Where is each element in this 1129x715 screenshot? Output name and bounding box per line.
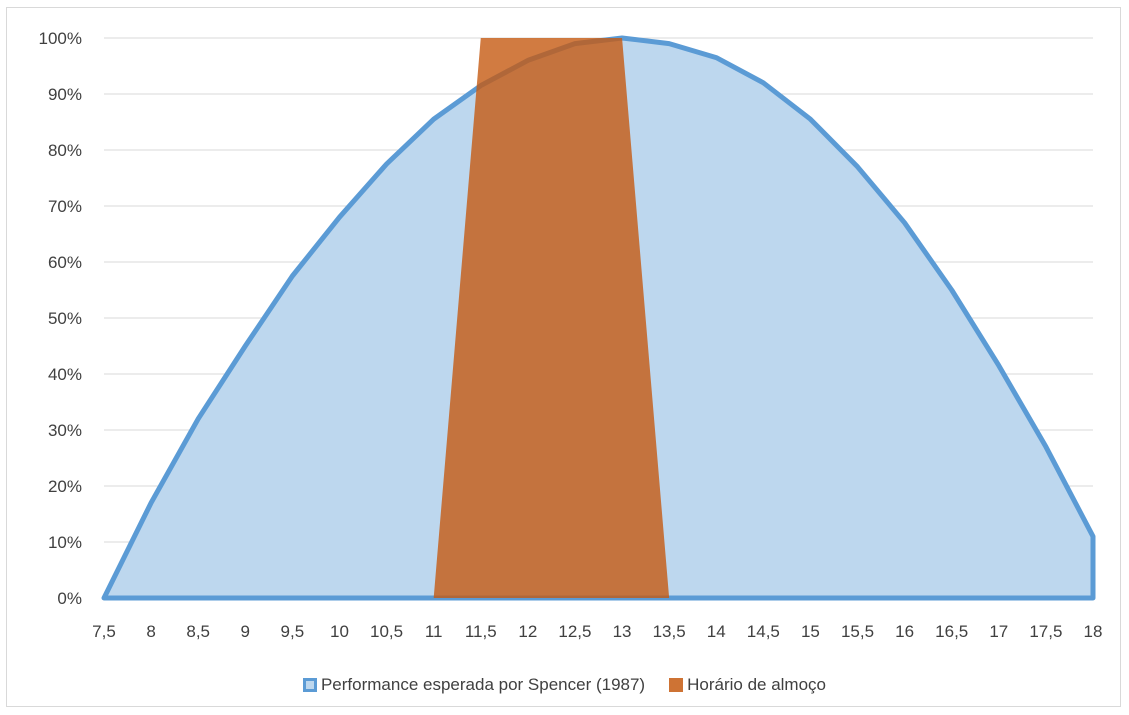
y-tick-label: 30% bbox=[48, 421, 82, 440]
x-tick-label: 13,5 bbox=[653, 622, 686, 641]
legend-item-lunch[interactable]: Horário de almoço bbox=[669, 675, 826, 695]
y-tick-label: 20% bbox=[48, 477, 82, 496]
x-tick-label: 11,5 bbox=[465, 622, 497, 641]
y-tick-label: 60% bbox=[48, 253, 82, 272]
x-tick-label: 12 bbox=[518, 622, 537, 641]
legend-swatch-performance bbox=[302, 678, 317, 692]
y-tick-label: 0% bbox=[57, 589, 82, 608]
series-layer bbox=[101, 35, 1096, 601]
x-tick-label: 15 bbox=[801, 622, 820, 641]
y-tick-label: 70% bbox=[48, 197, 82, 216]
y-tick-label: 10% bbox=[48, 533, 82, 552]
x-tick-label: 9,5 bbox=[281, 622, 305, 641]
x-tick-label: 10 bbox=[330, 622, 349, 641]
x-tick-label: 13 bbox=[613, 622, 632, 641]
x-tick-label: 10,5 bbox=[370, 622, 403, 641]
x-tick-label: 14,5 bbox=[747, 622, 780, 641]
y-tick-label: 40% bbox=[48, 365, 82, 384]
x-tick-label: 11 bbox=[425, 622, 443, 641]
x-tick-label: 17 bbox=[989, 622, 1008, 641]
y-tick-label: 100% bbox=[39, 29, 82, 48]
x-tick-label: 14 bbox=[707, 622, 726, 641]
x-tick-label: 8 bbox=[146, 622, 155, 641]
legend-label-performance: Performance esperada por Spencer (1987) bbox=[320, 675, 646, 694]
x-tick-label: 16 bbox=[895, 622, 914, 641]
x-tick-label: 7,5 bbox=[92, 622, 116, 641]
x-axis-tick-labels: 7,5 8 8,5 9 9,5 10 10,5 11 11,5 12 12,5 13 13,5 14 14,… bbox=[92, 622, 1102, 641]
x-tick-label: 18 bbox=[1084, 622, 1103, 641]
series-lunch-area bbox=[104, 38, 1093, 598]
y-axis-tick-labels: 0% 10% 20% 30% 40% 50% 60% 70% 80% 90% 100% bbox=[39, 29, 82, 608]
legend-swatch-lunch bbox=[669, 678, 684, 692]
x-tick-label: 16,5 bbox=[935, 622, 968, 641]
x-tick-label: 9 bbox=[241, 622, 250, 641]
legend: Performance esperada por Spencer (1987) … bbox=[0, 673, 1129, 697]
x-tick-label: 12,5 bbox=[558, 622, 591, 641]
y-tick-label: 50% bbox=[48, 309, 82, 328]
legend-label-lunch: Horário de almoço bbox=[687, 675, 827, 694]
y-tick-label: 90% bbox=[48, 85, 82, 104]
y-tick-label: 80% bbox=[48, 141, 82, 160]
x-tick-label: 17,5 bbox=[1029, 622, 1062, 641]
legend-item-performance[interactable]: Performance esperada por Spencer (1987) bbox=[302, 675, 646, 695]
x-tick-label: 15,5 bbox=[841, 622, 874, 641]
x-tick-label: 8,5 bbox=[186, 622, 210, 641]
